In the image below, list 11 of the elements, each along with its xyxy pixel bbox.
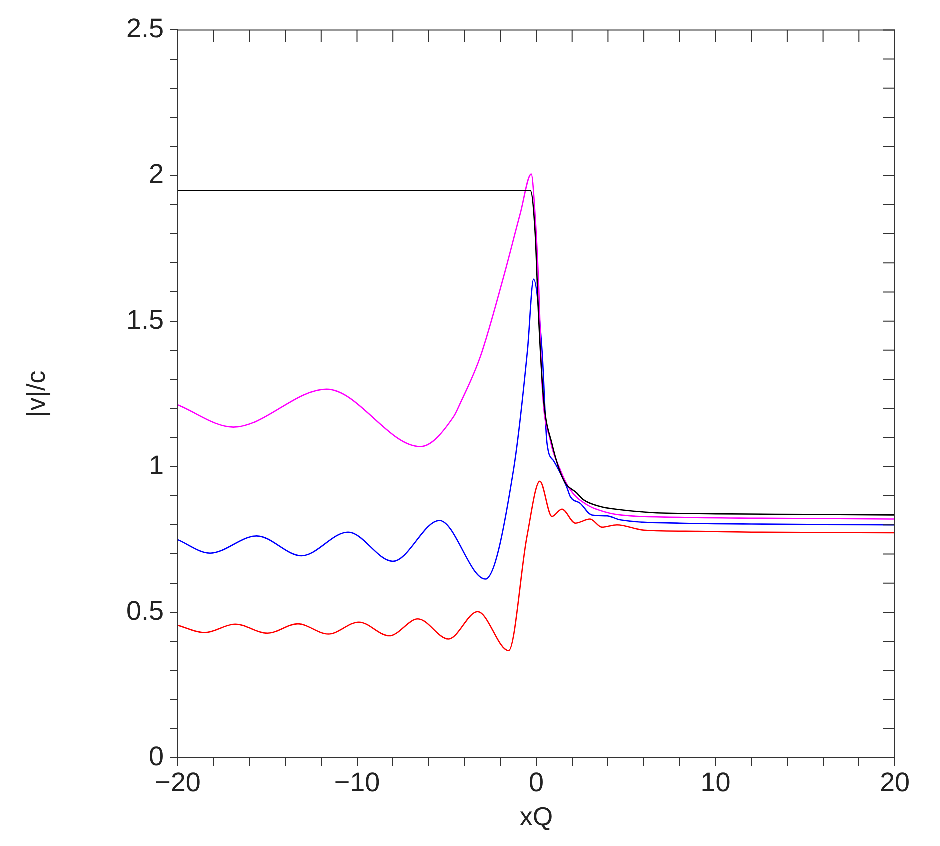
- x-tick-label: −10: [334, 768, 380, 798]
- y-tick-label: 2: [148, 159, 164, 190]
- y-tick-label: 1: [148, 450, 164, 480]
- y-tick-label: 1.5: [126, 304, 164, 335]
- y-tick-label: 2.5: [126, 14, 164, 44]
- y-axis-title: |v|/c: [20, 370, 51, 418]
- x-axis-title: xQ: [520, 802, 554, 832]
- x-tick-label: 0: [528, 768, 544, 798]
- y-tick-label: 0.5: [126, 596, 164, 626]
- x-tick-label: 20: [880, 768, 910, 798]
- x-tick-label: 10: [700, 768, 731, 798]
